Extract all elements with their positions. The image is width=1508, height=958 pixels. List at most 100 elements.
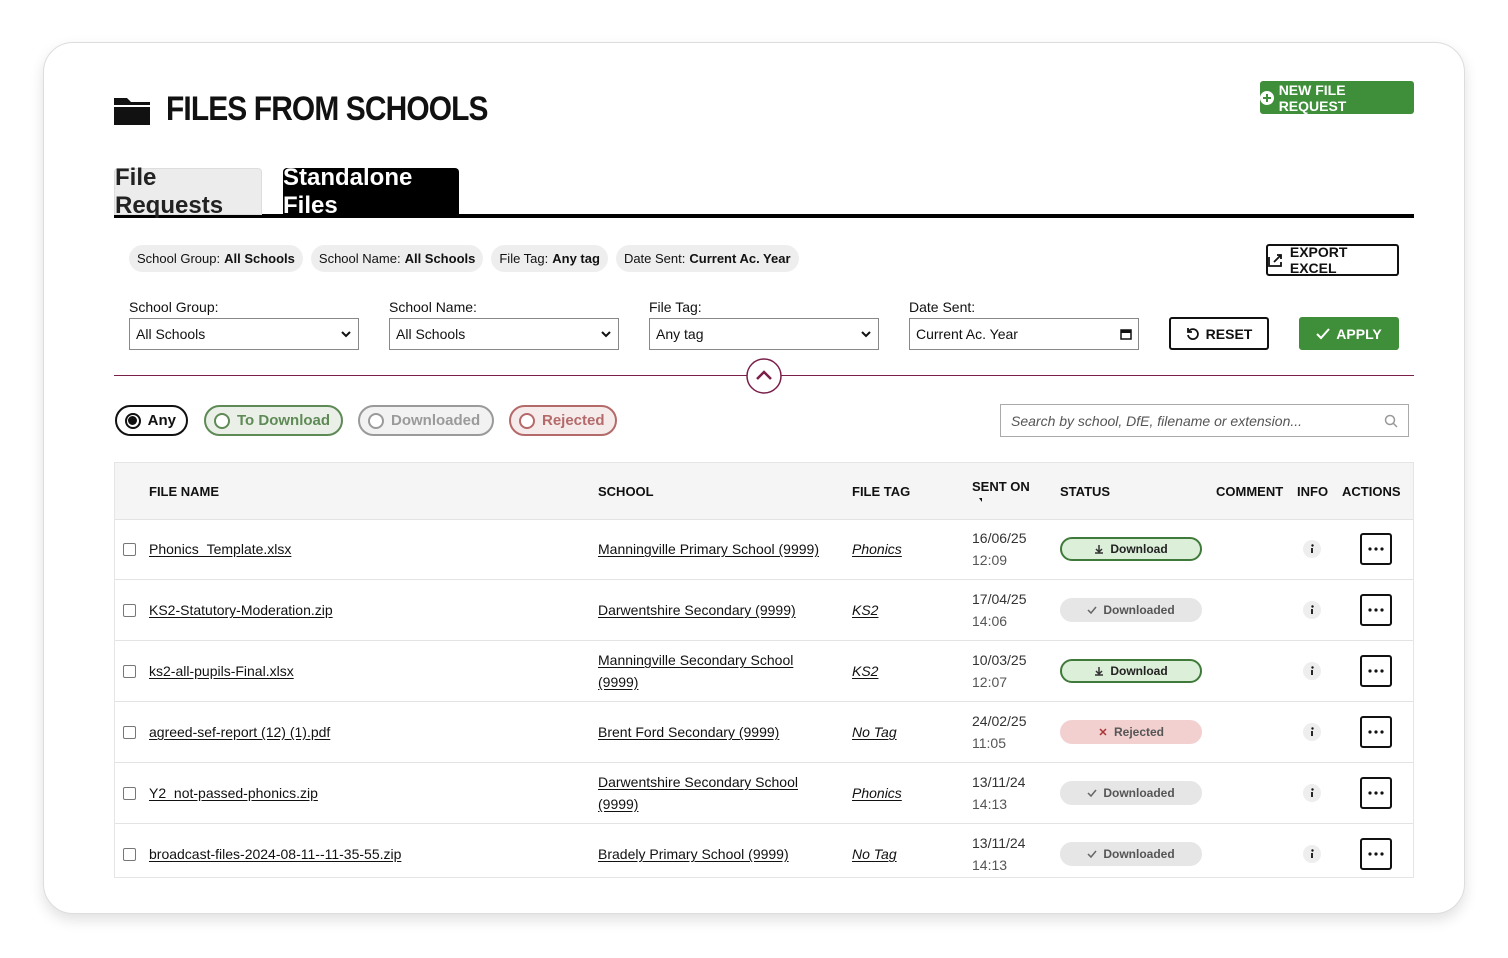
filter-field[interactable]: All Schools [129,318,359,350]
filter-chip: School Group: All Schools [129,245,303,272]
file-link[interactable]: Y2_not-passed-phonics.zip [149,785,318,801]
row-checkbox[interactable] [123,786,136,800]
info-icon [1311,849,1314,858]
apply-button[interactable]: APPLY [1299,317,1399,350]
column-label: FILE TAG [852,483,911,499]
chip-label: School Name: [318,251,401,266]
file-link[interactable]: Phonics_Template.xlsx [149,541,292,557]
actions-button[interactable] [1360,838,1392,870]
filter-field[interactable]: Current Ac. Year [909,318,1139,350]
status-badge[interactable]: Download [1060,659,1202,683]
tag-link[interactable]: No Tag [852,846,897,862]
radio-label: To Download [237,412,331,429]
button-label: EXPORT EXCEL [1289,244,1348,276]
info-button[interactable] [1303,662,1321,680]
school-cell: Darwentshire Secondary (9999) [598,580,833,640]
status-badge[interactable]: Download [1060,537,1202,561]
column-header: FILE NAME [149,463,219,519]
school-link[interactable]: Manningville Primary School (9999) [598,541,819,557]
chip-value: All Schools [404,251,476,266]
school-link[interactable]: Brent Ford Secondary (9999) [598,724,780,740]
filter-field[interactable]: Any tag [649,318,879,350]
tab[interactable]: Standalone Files [283,164,459,219]
school-cell: Brent Ford Secondary (9999) [598,702,833,762]
sent-time: 14:13 [972,796,1008,812]
tag-link[interactable]: KS2 [852,663,879,679]
tag-link[interactable]: KS2 [852,602,879,618]
tag-link[interactable]: No Tag [852,724,897,740]
school-link[interactable]: Darwentshire Secondary (9999) [598,602,796,618]
dropdown-arrow [861,331,871,338]
status-radio[interactable]: Any [115,405,188,436]
status-radio[interactable]: Downloaded [358,405,494,436]
row-checkbox[interactable] [123,725,136,739]
filter-chip: Date Sent: Current Ac. Year [615,245,799,272]
status-radio[interactable]: To Download [204,405,343,436]
info-cell [1303,519,1321,579]
reset-button[interactable]: RESET [1169,317,1269,350]
school-link[interactable]: Manningville Secondary School (9999) [598,652,794,690]
school-cell: Manningville Secondary School (9999) [598,641,833,701]
actions-button[interactable] [1360,533,1392,565]
status-icon [1099,728,1107,736]
row-checkbox[interactable] [123,603,136,617]
sent-time: 14:06 [972,613,1008,629]
file-link[interactable]: agreed-sef-report (12) (1).pdf [149,724,331,740]
info-button[interactable] [1303,723,1321,741]
actions-button[interactable] [1360,777,1392,809]
file-cell: broadcast-files-2024-08-11--11-35-55.zip [149,824,402,877]
row-checkbox[interactable] [123,542,136,556]
school-cell: Darwentshire Secondary School (9999) [598,763,833,823]
status-icon [1095,667,1104,676]
info-cell [1303,824,1321,877]
school-link[interactable]: Darwentshire Secondary School (9999) [598,774,798,812]
table-row: agreed-sef-report (12) (1).pdf Brent Ford… [115,702,1413,763]
actions-cell [1360,763,1392,823]
file-link[interactable]: KS2-Statutory-Moderation.zip [149,602,333,618]
actions-button[interactable] [1360,655,1392,687]
filter-field[interactable]: All Schools [389,318,619,350]
status-radio[interactable]: Rejected [509,405,617,436]
info-icon [1311,605,1314,614]
checkbox-cell [123,641,136,701]
filter-label: Date Sent: [909,299,976,315]
export-excel-button[interactable]: EXPORT EXCEL [1266,244,1399,276]
table-row: broadcast-files-2024-08-11--11-35-55.zip… [115,824,1413,877]
status-cell: Downloaded [1060,580,1202,640]
collapse-toggle[interactable] [745,357,783,395]
reset-icon [1186,327,1199,340]
row-checkbox[interactable] [123,664,136,678]
file-link[interactable]: broadcast-files-2024-08-11--11-35-55.zip [149,846,402,862]
column-header[interactable]: SENT ON [972,463,1030,519]
search-box[interactable]: Search by school, DfE, filename or exten… [1000,404,1409,437]
school-link[interactable]: Bradely Primary School (9999) [598,846,789,862]
sent-time: 14:13 [972,857,1008,873]
actions-cell [1360,702,1392,762]
column-label: SCHOOL [598,483,654,499]
info-button[interactable] [1303,601,1321,619]
filter-label: School Name: [389,299,477,315]
tab[interactable]: File Requests [114,164,262,219]
file-link[interactable]: ks2-all-pupils-Final.xlsx [149,663,294,679]
new-file-request-button[interactable]: NEW FILE REQUEST [1260,81,1414,114]
filter-value: All Schools [396,326,466,342]
school-cell: Manningville Primary School (9999) [598,519,833,579]
status-label: Rejected [1113,725,1165,739]
chip-label: File Tag: [499,251,549,266]
info-icon [1311,666,1314,675]
export-icon [1268,254,1282,267]
tag-link[interactable]: Phonics [852,785,902,801]
info-button[interactable] [1303,540,1321,558]
actions-button[interactable] [1360,594,1392,626]
info-button[interactable] [1303,784,1321,802]
more-icon [1368,669,1384,673]
sent-time: 12:09 [972,552,1008,568]
actions-button[interactable] [1360,716,1392,748]
info-icon [1311,788,1314,797]
sent-cell: 13/11/24 14:13 [972,824,1025,877]
file-cell: agreed-sef-report (12) (1).pdf [149,702,330,762]
tag-link[interactable]: Phonics [852,541,902,557]
info-button[interactable] [1303,845,1321,863]
row-checkbox[interactable] [123,847,136,861]
status-label: Download [1110,542,1168,556]
